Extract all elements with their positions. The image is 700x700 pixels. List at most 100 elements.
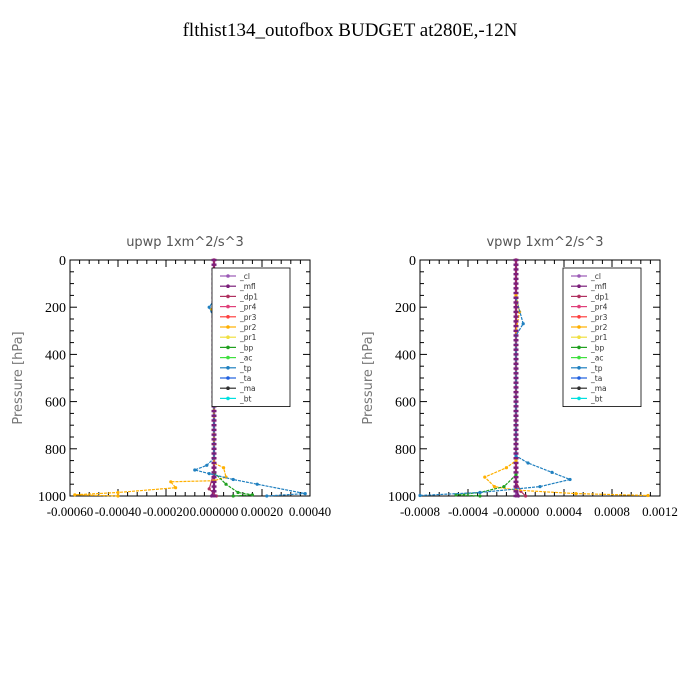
data-point (574, 492, 578, 496)
series-line-bp (213, 471, 253, 497)
profile-marker (211, 428, 217, 432)
profile-marker (211, 438, 217, 441)
profile-marker (513, 348, 519, 351)
data-point (255, 482, 259, 486)
legend-marker (226, 366, 230, 370)
legend-label: _ta (590, 374, 602, 383)
profile-marker (513, 277, 519, 281)
profile-marker (513, 390, 519, 394)
data-point (538, 485, 542, 489)
profile-marker (513, 447, 519, 450)
y-tick-label: 0 (59, 254, 66, 269)
profile-marker (211, 258, 217, 262)
legend-label: _ac (239, 354, 252, 363)
profile-marker (513, 461, 519, 465)
profile-marker (513, 306, 519, 309)
profile-marker (211, 424, 217, 427)
profile-marker (211, 419, 217, 422)
data-point (526, 461, 530, 465)
profile-marker (513, 400, 519, 403)
profile-marker (513, 466, 519, 469)
series-line-tp (419, 297, 572, 497)
legend-marker (577, 284, 581, 289)
profile-marker (513, 438, 519, 441)
profile-marker (513, 395, 519, 399)
legend-marker (226, 325, 230, 329)
data-point (646, 493, 650, 498)
profile-marker (211, 442, 217, 446)
y-tick-label: 800 (45, 443, 66, 458)
x-tick-label: -0.0004 (448, 504, 489, 519)
data-point (303, 492, 307, 496)
x-tick-label: -0.00020 (143, 504, 190, 519)
profile-marker (513, 414, 519, 417)
profile-marker (513, 315, 519, 318)
y-tick-label: 400 (45, 348, 66, 363)
profile-marker (211, 452, 217, 455)
x-tick-label: 0.000000 (190, 504, 239, 519)
legend-marker (577, 355, 581, 360)
profile-marker (513, 357, 519, 361)
profile-marker (513, 381, 519, 384)
profile-marker (211, 471, 217, 474)
profile-marker (211, 485, 217, 488)
data-point (492, 485, 496, 489)
profile-marker (513, 376, 519, 380)
profile-marker (211, 457, 217, 460)
y-axis-label: Pressure [hPa] (361, 331, 376, 424)
figure-title: flthist134_outofbox BUDGET at280E,-12N (182, 20, 518, 41)
profile-marker (211, 263, 217, 266)
data-point (169, 480, 173, 484)
legend-marker (577, 304, 581, 309)
data-point (73, 493, 77, 497)
data-point (550, 470, 554, 474)
data-point (514, 473, 518, 477)
x-tick-label: -0.00000 (493, 504, 540, 519)
y-tick-label: 1000 (388, 490, 416, 505)
data-point (521, 322, 525, 326)
panel-title: vpwp 1xm^2/s^3 (486, 235, 603, 250)
legend-marker (226, 355, 230, 360)
legend-label: _mfl (239, 282, 256, 291)
profile-marker (513, 258, 519, 262)
y-tick-label: 1000 (38, 490, 66, 505)
data-point (205, 463, 209, 467)
profile-marker (513, 424, 519, 427)
profile-marker (211, 409, 217, 413)
data-point (478, 490, 482, 495)
profile-marker (513, 287, 519, 290)
legend-label: _mfl (590, 282, 607, 291)
x-tick-label: 0.0004 (546, 504, 582, 519)
data-point (116, 494, 120, 498)
legend-label: _pr4 (239, 303, 257, 312)
data-point (207, 472, 211, 476)
legend-marker (577, 366, 581, 370)
profile-marker (513, 442, 519, 446)
data-point (231, 494, 235, 498)
legend-label: _tp (239, 364, 252, 373)
x-tick-label: 0.0012 (642, 504, 678, 519)
legend-label: _ma (590, 384, 607, 393)
data-point (116, 490, 120, 495)
profile-marker (513, 301, 519, 304)
y-tick-label: 0 (409, 254, 416, 269)
profile-marker (211, 475, 217, 479)
legend-label: _pr2 (590, 323, 608, 332)
profile-marker (513, 433, 519, 436)
legend-marker (577, 315, 581, 319)
profile-marker (513, 367, 519, 370)
profile-marker (513, 310, 519, 314)
y-axis-label: Pressure [hPa] (11, 331, 26, 424)
profile-marker (513, 452, 519, 455)
legend-marker (226, 376, 230, 380)
y-tick-label: 600 (45, 396, 66, 411)
legend-marker (577, 274, 581, 278)
profile-marker (513, 263, 519, 266)
profile-marker (513, 471, 519, 474)
legend-marker (226, 345, 230, 350)
data-point (224, 482, 228, 486)
data-point (174, 486, 178, 490)
data-point (231, 477, 235, 482)
data-point (418, 493, 422, 498)
y-tick-label: 800 (395, 443, 416, 458)
